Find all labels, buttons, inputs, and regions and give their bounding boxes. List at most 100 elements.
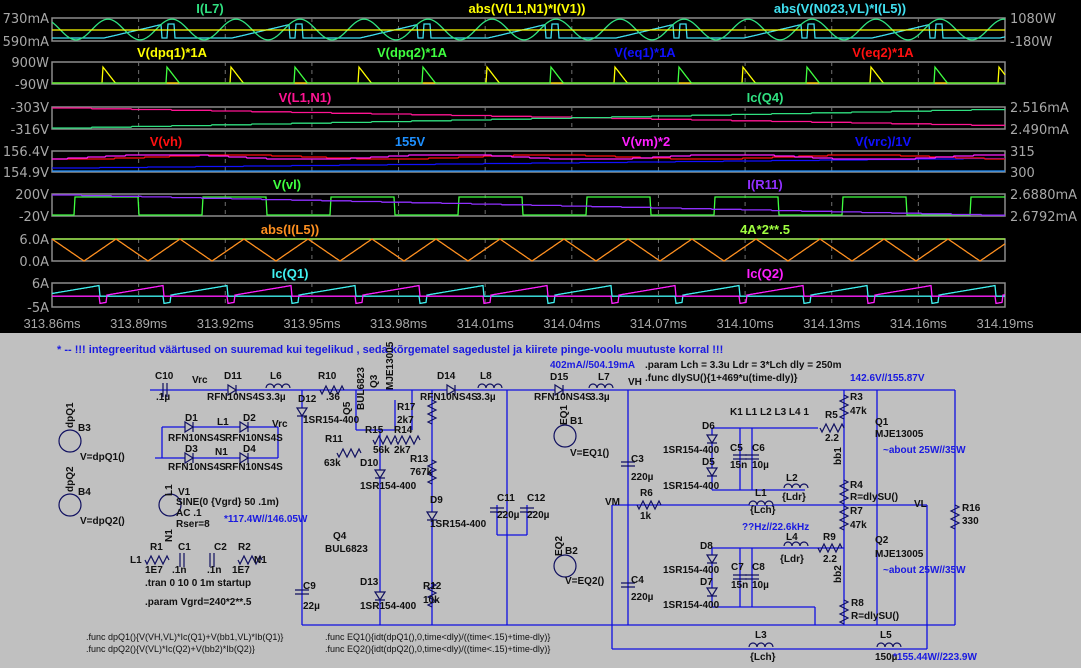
plot-pane-7[interactable]: 6A -5A Ic(Q1) Ic(Q2): [27, 266, 1006, 316]
trace-label[interactable]: V(vh): [150, 134, 183, 149]
schematic-editor[interactable]: * -- !!! integreeritud väärtused on suur…: [0, 333, 1081, 668]
diode-symbol[interactable]: [705, 434, 719, 445]
diode-symbol[interactable]: [227, 383, 238, 397]
voltage-source-symbol[interactable]: [58, 429, 82, 453]
trace-label[interactable]: I(R11): [747, 177, 782, 192]
resistor-symbol[interactable]: [144, 554, 170, 566]
x-tick-label: 313.92ms: [197, 316, 255, 331]
inductor-symbol[interactable]: [783, 483, 809, 489]
resistor-symbol[interactable]: [819, 422, 845, 434]
trace-label[interactable]: V(dpq1)*1A: [137, 45, 208, 60]
resistor-symbol[interactable]: [426, 582, 438, 608]
resistor-symbol[interactable]: [426, 459, 438, 485]
diode-symbol[interactable]: [239, 451, 250, 465]
inductor-symbol[interactable]: [265, 383, 291, 389]
component-label-d9: D9: [430, 495, 443, 506]
trace-label[interactable]: abs(I(L5)): [261, 222, 320, 237]
right-axis-label: 2.6792mA: [1010, 210, 1077, 225]
capacitor-symbol[interactable]: [621, 582, 635, 588]
trace-green: [51, 18, 1006, 41]
trace-label[interactable]: V(eq2)*1A: [852, 45, 914, 60]
component-label-d6: D6: [702, 421, 715, 432]
resistor-symbol[interactable]: [336, 447, 362, 459]
capacitor-symbol[interactable]: [733, 454, 747, 460]
capacitor-symbol[interactable]: [745, 454, 759, 460]
plot-pane-6[interactable]: 6.0A 0.0A abs(I(L5)) 4A*2**.5: [19, 222, 1006, 270]
diode-symbol[interactable]: [239, 420, 250, 434]
diode-symbol[interactable]: [184, 420, 195, 434]
diode-symbol[interactable]: [425, 511, 439, 522]
voltage-source-symbol[interactable]: [58, 493, 82, 517]
resistor-symbol[interactable]: [838, 479, 850, 505]
waveform-viewer[interactable]: 730mA 590mA 1080W -180W I(L7) abs(V(L1,N1)*I(…: [0, 0, 1081, 333]
component-label-b3: B3: [78, 423, 91, 434]
resistor-symbol[interactable]: [372, 434, 398, 446]
component-label-param2: .param Lch = 3.3u Ldr = 3*Lch dly = 250m: [645, 360, 842, 371]
resistor-symbol[interactable]: [817, 542, 843, 554]
trace-label[interactable]: V(vrc)/1V: [855, 134, 912, 149]
inductor-symbol[interactable]: [783, 541, 809, 547]
inductor-symbol[interactable]: [876, 642, 902, 648]
capacitor-symbol[interactable]: [162, 383, 168, 397]
plot-pane-1[interactable]: 730mA 590mA 1080W -180W I(L7) abs(V(L1,N1)*I(…: [3, 1, 1056, 50]
trace-label[interactable]: abs(V(L1,N1)*I(V1)): [468, 1, 585, 16]
measurement-annotation: ~about 25W//35W: [883, 445, 966, 456]
component-label-c1: C1: [178, 542, 191, 553]
capacitor-symbol[interactable]: [295, 589, 309, 595]
trace-label[interactable]: 4A*2**.5: [740, 222, 790, 237]
voltage-source-symbol[interactable]: [553, 554, 577, 578]
resistor-symbol[interactable]: [636, 499, 662, 511]
inductor-symbol[interactable]: [748, 642, 774, 648]
plot-pane-3[interactable]: -303V -316V 2.516mA 2.490mA V(L1,N1) Ic(Q4): [11, 90, 1069, 138]
plot-pane-4[interactable]: 156.4V 154.9V 315 300 V(vh) 155V V(vm)*2 V(vrc)…: [3, 134, 1035, 181]
trace-label[interactable]: Ic(Q1): [272, 266, 309, 281]
resistor-symbol[interactable]: [237, 554, 263, 566]
capacitor-symbol[interactable]: [179, 553, 185, 567]
plot-pane-2[interactable]: 900W -90W V(dpq1)*1A V(dpq2)*1A V(eq1)*1A V(e…: [11, 45, 1006, 93]
voltage-source-symbol[interactable]: [158, 493, 182, 517]
resistor-symbol[interactable]: [838, 394, 850, 420]
capacitor-symbol[interactable]: [490, 507, 504, 513]
diode-symbol[interactable]: [184, 451, 195, 465]
resistor-symbol[interactable]: [395, 434, 421, 446]
trace-label[interactable]: V(vm)*2: [622, 134, 670, 149]
diode-symbol[interactable]: [554, 383, 565, 397]
plot-pane-5[interactable]: 200V -20V 2.6880mA 2.6792mA V(vl) I(R11): [15, 177, 1077, 225]
capacitor-symbol[interactable]: [733, 574, 747, 580]
trace-label[interactable]: abs(V(N023,VL)*I(L5)): [774, 1, 906, 16]
capacitor-symbol[interactable]: [621, 461, 635, 467]
trace-label[interactable]: 155V: [395, 134, 426, 149]
diode-symbol[interactable]: [295, 407, 309, 418]
component-label-b4n: dpQ2: [65, 466, 76, 492]
trace-label[interactable]: V(L1,N1): [279, 90, 332, 105]
resistor-symbol[interactable]: [426, 399, 438, 425]
resistor-symbol[interactable]: [319, 384, 345, 396]
resistor-symbol[interactable]: [838, 599, 850, 625]
inductor-symbol[interactable]: [588, 383, 614, 389]
diode-symbol[interactable]: [373, 591, 387, 602]
resistor-symbol[interactable]: [949, 504, 961, 530]
component-label-c10: C10: [155, 371, 174, 382]
component-label-d7: D7: [700, 577, 713, 588]
voltage-source-symbol[interactable]: [553, 424, 577, 448]
trace-label[interactable]: V(eq1)*1A: [614, 45, 676, 60]
capacitor-symbol[interactable]: [209, 553, 215, 567]
capacitor-symbol[interactable]: [520, 507, 534, 513]
component-label-r11: R11: [325, 434, 343, 445]
inductor-symbol[interactable]: [477, 383, 503, 389]
diode-symbol[interactable]: [446, 383, 457, 397]
inductor-symbol[interactable]: [748, 500, 774, 506]
diode-symbol[interactable]: [705, 554, 719, 565]
resistor-symbol[interactable]: [838, 505, 850, 531]
diode-symbol[interactable]: [705, 467, 719, 478]
trace-label[interactable]: Ic(Q2): [747, 266, 784, 281]
component-label-vrc2: Vrc: [272, 419, 288, 430]
diode-symbol[interactable]: [373, 469, 387, 480]
trace-label[interactable]: V(vl): [273, 177, 301, 192]
trace-label[interactable]: I(L7): [196, 1, 223, 16]
component-label-c9v: 22µ: [303, 601, 320, 612]
capacitor-symbol[interactable]: [745, 574, 759, 580]
trace-label[interactable]: Ic(Q4): [747, 90, 784, 105]
diode-symbol[interactable]: [705, 587, 719, 598]
trace-label[interactable]: V(dpq2)*1A: [377, 45, 448, 60]
